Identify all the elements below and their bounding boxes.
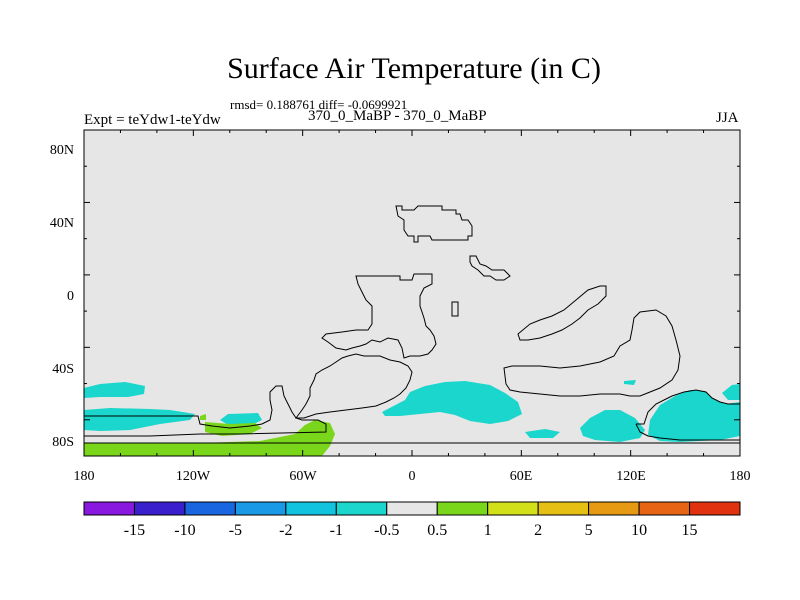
lat-tick-label: 80N — [50, 143, 74, 158]
lon-tick-label: 0 — [409, 469, 416, 484]
central-continent-outline — [321, 273, 437, 359]
southern-continent-outline — [84, 385, 327, 437]
colorbar-swatch — [638, 501, 691, 516]
colorbar-label: 2 — [534, 522, 542, 539]
stats-text: rmsd= 0.188761 diff= -0.0699921 — [230, 97, 408, 112]
lon-tick-label: 120W — [176, 469, 211, 484]
southern-continent-outline — [295, 353, 413, 419]
northern-continent-outline — [395, 205, 473, 243]
lon-tick-label: 180 — [74, 469, 95, 484]
colorbar-label: 5 — [585, 522, 593, 539]
colorbar-swatch — [436, 501, 489, 516]
colorbar-label: 10 — [631, 522, 647, 539]
colorbar: -15 -10 -5 -2 -1 -0.5 0.5 1 2 5 10 15 — [83, 501, 741, 539]
warm-anomaly-region — [84, 420, 335, 456]
lon-tick-label: 120E — [616, 469, 646, 484]
season-label: JJA — [716, 110, 739, 126]
southern-continent-outline — [636, 389, 740, 425]
latitude-labels: 80N 40N 0 40S 80S — [50, 143, 74, 450]
cool-anomaly-region — [580, 410, 645, 442]
cool-anomaly-region — [525, 429, 560, 438]
colorbar-label: 15 — [682, 522, 698, 539]
longitude-labels: 180 120W 60W 0 60E 120E 180 — [74, 469, 751, 484]
cool-anomaly-region — [722, 384, 740, 400]
lat-tick-label: 40S — [52, 362, 74, 377]
cool-anomaly-region — [220, 413, 262, 426]
cool-anomaly-region — [648, 390, 740, 442]
colorbar-label: -1 — [330, 522, 343, 539]
cool-anomaly-region — [382, 381, 522, 424]
colorbar-swatch — [537, 501, 590, 516]
colorbar-label: -15 — [124, 522, 145, 539]
colorbar-label: -10 — [174, 522, 195, 539]
plot-title: Surface Air Temperature (in C) — [227, 52, 601, 85]
experiment-label: Expt = teYdw1-teYdw — [84, 112, 221, 128]
anomaly-fills — [84, 380, 740, 456]
colorbar-swatch — [487, 501, 539, 516]
colorbar-label: -2 — [279, 522, 292, 539]
axis-ticks — [83, 129, 741, 457]
colorbar-swatch — [386, 501, 438, 516]
lon-tick-label: 60W — [289, 469, 317, 484]
lon-tick-label: 60E — [510, 469, 533, 484]
cool-anomaly-region — [84, 408, 195, 431]
coastlines — [84, 205, 740, 444]
eastern-continent-outline — [517, 285, 607, 341]
cool-anomaly-region — [624, 380, 636, 385]
colorbar-swatch — [335, 501, 388, 516]
cool-anomaly-region — [84, 382, 145, 398]
colorbar-swatch — [234, 501, 287, 516]
colorbar-label: 1 — [484, 522, 492, 539]
colorbar-label: 0.5 — [427, 522, 447, 539]
colorbar-swatch — [588, 501, 640, 516]
warm-anomaly-region — [200, 414, 206, 420]
colorbar-swatch — [689, 501, 741, 516]
island-outline — [451, 301, 459, 317]
warm-anomaly-region — [205, 422, 262, 436]
lat-tick-label: 80S — [52, 435, 74, 450]
colorbar-swatch — [83, 501, 135, 516]
colorbar-label: -0.5 — [374, 522, 399, 539]
island-outline — [469, 255, 511, 281]
colorbar-swatch — [184, 501, 236, 516]
colorbar-swatch — [285, 501, 337, 516]
eastern-continent-outline — [503, 309, 681, 397]
southern-continent-outline — [635, 423, 740, 441]
colorbar-label: -5 — [229, 522, 242, 539]
lon-tick-label: 180 — [730, 469, 751, 484]
lat-tick-label: 40N — [50, 216, 74, 231]
lat-tick-label: 0 — [67, 289, 74, 304]
runs-label: 370_0_MaBP - 370_0_MaBP — [308, 108, 487, 124]
colorbar-swatch — [133, 501, 186, 516]
